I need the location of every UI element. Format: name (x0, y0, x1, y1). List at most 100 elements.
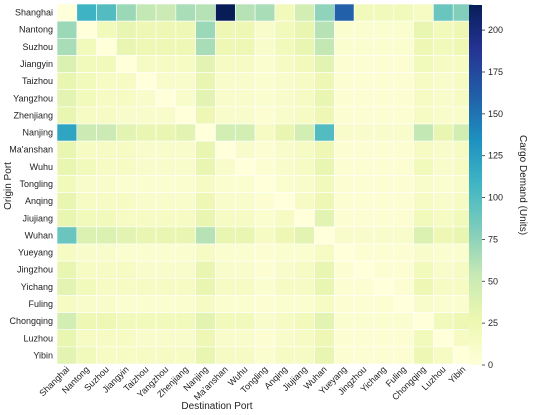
heatmap-cell (175, 312, 196, 331)
heatmap-cell (254, 312, 276, 331)
heatmap-cell (254, 123, 276, 142)
heatmap-cell (175, 55, 196, 73)
heatmap-cell (155, 106, 177, 125)
heatmap-cell (334, 89, 355, 108)
heatmap-cell (96, 20, 117, 39)
heatmap-cell (116, 3, 137, 22)
heatmap-cell (215, 192, 236, 211)
heatmap-cell (373, 226, 395, 245)
colorbar-tick-label: 175 (488, 67, 503, 77)
colorbar-tick-label: 150 (488, 109, 503, 119)
heatmap-cell (413, 157, 434, 176)
heatmap-cell (393, 277, 414, 296)
heatmap-cell (433, 20, 454, 39)
y-tick-label: Tongling (19, 179, 53, 189)
heatmap-cell (135, 346, 157, 365)
heatmap-cell (254, 243, 276, 262)
heatmap-cell (294, 3, 315, 22)
heatmap-cell (234, 192, 256, 211)
heatmap-cell (254, 226, 276, 245)
heatmap-cell (314, 277, 335, 296)
heatmap-cell (76, 123, 97, 142)
heatmap-cell (353, 37, 375, 56)
heatmap-cell (413, 140, 434, 159)
heatmap-cell (56, 140, 78, 159)
heatmap-cell (353, 3, 375, 22)
y-tick-label: Taizhou (22, 76, 53, 86)
heatmap-cell (56, 277, 78, 296)
y-tick-label: Zhenjiang (13, 110, 53, 120)
heatmap-cell (215, 157, 236, 176)
heatmap-cell (56, 295, 78, 313)
heatmap-cell (234, 329, 256, 348)
heatmap-cell (175, 295, 196, 313)
heatmap-cell (215, 346, 236, 365)
heatmap-cell (353, 277, 375, 296)
heatmap-cell (373, 260, 395, 279)
heatmap-cell (175, 20, 196, 39)
heatmap-cell (314, 37, 335, 56)
heatmap-cell (353, 20, 375, 39)
heatmap-cell (373, 329, 395, 348)
heatmap-cell (56, 89, 78, 108)
heatmap-cell (294, 157, 315, 176)
heatmap-cell (373, 346, 395, 365)
y-tick-label: Chongqing (9, 316, 53, 326)
heatmap-cell (76, 295, 97, 313)
heatmap-cell (274, 140, 296, 159)
heatmap-cell (135, 295, 157, 313)
heatmap-cell (353, 55, 375, 73)
heatmap-cell (96, 175, 117, 193)
heatmap-cell (413, 106, 434, 125)
heatmap-cell (314, 260, 335, 279)
y-tick-label: Yueyang (18, 248, 53, 258)
heatmap-cell (413, 243, 434, 262)
heatmap-cell (116, 209, 137, 228)
heatmap-cell (373, 243, 395, 262)
y-tick-label: Nantong (19, 25, 53, 35)
heatmap-cell (215, 295, 236, 313)
y-tick-label: Jiujiang (22, 213, 53, 223)
heatmap-cell (116, 55, 137, 73)
heatmap-cell (135, 192, 157, 211)
heatmap-cell (215, 209, 236, 228)
heatmap-cell (155, 55, 177, 73)
heatmap-cell (116, 192, 137, 211)
heatmap-cell (76, 72, 97, 91)
heatmap-cell (413, 192, 434, 211)
heatmap-cell (433, 277, 454, 296)
heatmap-cell (56, 329, 78, 348)
heatmap-cell (234, 20, 256, 39)
heatmap-cell (135, 243, 157, 262)
heatmap-cell (433, 295, 454, 313)
heatmap-cell (393, 55, 414, 73)
heatmap-cell (294, 123, 315, 142)
heatmap-cell (234, 140, 256, 159)
heatmap-cell (254, 55, 276, 73)
heatmap-cell (314, 55, 335, 73)
heatmap-cell (353, 243, 375, 262)
heatmap-cell (433, 37, 454, 56)
heatmap-cell (155, 346, 177, 365)
heatmap-cell (155, 226, 177, 245)
heatmap-cell (116, 243, 137, 262)
heatmap-cell (135, 89, 157, 108)
heatmap-cell (215, 260, 236, 279)
heatmap-cell (135, 157, 157, 176)
heatmap-cell (195, 329, 216, 348)
heatmap-cell (314, 20, 335, 39)
heatmap-cell (76, 226, 97, 245)
heatmap-cell (215, 37, 236, 56)
heatmap-cell (294, 192, 315, 211)
heatmap-cell (175, 277, 196, 296)
heatmap-cell (433, 192, 454, 211)
heatmap-cell (56, 312, 78, 331)
heatmap-cell (334, 209, 355, 228)
heatmap-cell (413, 209, 434, 228)
heatmap-cell (175, 346, 196, 365)
heatmap-cell (76, 20, 97, 39)
heatmap-cell (393, 295, 414, 313)
heatmap-cell (314, 89, 335, 108)
heatmap-cell (135, 209, 157, 228)
heatmap-cell (433, 312, 454, 331)
